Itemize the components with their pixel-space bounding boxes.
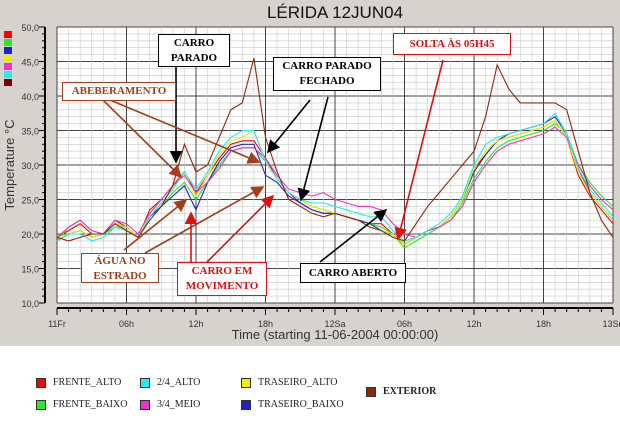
legend-label: TRASEIRO_BAIXO <box>258 399 344 410</box>
legend-label: 3/4_MEIO <box>157 399 201 410</box>
y-tick-label: 40,0 <box>21 92 39 102</box>
y-tick-label: 30,0 <box>21 161 39 171</box>
annotation-arrow <box>109 99 261 164</box>
annotation-arrow <box>319 209 388 263</box>
annotation-text: FECHADO <box>299 75 355 87</box>
x-tick-label: 12Sa <box>324 319 345 329</box>
x-tick-label: 12h <box>188 319 203 329</box>
annotation-text: CARRO ABERTO <box>308 266 398 279</box>
legend-label: EXTERIOR <box>383 386 437 397</box>
legend-label: FRENTE_ALTO <box>53 377 122 388</box>
channel-color-swatch <box>4 55 12 62</box>
channel-color-swatch <box>4 39 12 46</box>
annotation-text: SOLTA ÀS 05H45 <box>409 37 495 50</box>
annotation-text: ÁGUA NO <box>94 255 146 267</box>
legend-swatch <box>36 400 46 410</box>
x-tick-label: 18h <box>258 319 273 329</box>
annotation-text: CARRO EM <box>191 265 253 277</box>
legend-swatch <box>36 378 46 388</box>
annotation-abeberamento: ABEBERAMENTO <box>62 82 176 101</box>
annotation-arrow <box>266 99 311 154</box>
annotation-arrow <box>394 59 444 241</box>
series-line-3-4-meio <box>56 126 614 238</box>
y-tick-label: 50,0 <box>21 23 39 33</box>
temperature-chart: 50,0 45,0 40,0 35,0 30,0 25,0 20,0 15,0 10,0 11Fr… <box>2 3 620 342</box>
annotation-text: ABEBERAMENTO <box>71 85 167 97</box>
annotation-arrow <box>123 198 188 251</box>
legend-swatch <box>140 378 150 388</box>
x-tick-label: 11Fr <box>48 319 66 329</box>
annotation-carro-em-movimento: CARRO EM MOVIMENTO <box>177 262 267 296</box>
legend-swatch <box>241 400 251 410</box>
legend-label: FRENTE_BAIXO <box>53 399 128 410</box>
annotation-solta: SOLTA ÀS 05H45 <box>393 33 511 55</box>
channel-color-swatch <box>4 79 12 86</box>
y-tick-label: 15,0 <box>21 265 39 275</box>
annotation-text: ESTRADO <box>93 270 147 282</box>
x-tick-label: 18h <box>536 319 551 329</box>
legend-swatch <box>366 387 376 397</box>
y-tick-label: 35,0 <box>21 127 39 137</box>
chart-title: LÉRIDA 12JUN04 <box>267 3 403 22</box>
x-tick-label: 06h <box>397 319 412 329</box>
legend-label: TRASEIRO_ALTO <box>258 377 338 388</box>
annotation-carro-parado-fechado: CARRO PARADO FECHADO <box>273 57 381 91</box>
legend-swatch <box>140 400 150 410</box>
x-axis-label: Time (starting 11-06-2004 00:00:00) <box>232 327 439 342</box>
series-line-2-4-alto <box>56 112 614 242</box>
series-line-exterior <box>56 57 614 242</box>
annotation-carro-aberto: CARRO ABERTO <box>300 263 406 283</box>
legend-swatch <box>241 378 251 388</box>
annotation-text: CARRO PARADO <box>282 60 372 72</box>
y-tick-label: 20,0 <box>21 230 39 240</box>
channel-color-swatch <box>4 47 12 54</box>
annotation-arrow <box>144 186 265 254</box>
annotation-carro-parado: CARRO PARADO <box>158 34 230 67</box>
x-tick-label: 12h <box>466 319 481 329</box>
annotation-text: CARRO <box>173 36 215 49</box>
legend-label: 2/4_ALTO <box>157 377 201 388</box>
x-tick-label: 13Su <box>602 319 620 329</box>
y-tick-label: 25,0 <box>21 196 39 206</box>
x-tick-label: 06h <box>119 319 134 329</box>
channel-color-swatch <box>4 71 12 78</box>
y-tick-label: 10,0 <box>21 299 39 309</box>
annotation-arrow <box>297 96 329 202</box>
y-tick-label: 45,0 <box>21 58 39 68</box>
annotation-arrow <box>206 194 275 263</box>
annotation-text: PARADO <box>170 51 218 64</box>
channel-color-swatch <box>4 31 12 38</box>
y-axis-label: Temperature °C <box>2 119 17 210</box>
annotation-arrow <box>102 99 183 179</box>
annotation-agua-no-estrado: ÁGUA NO ESTRADO <box>81 253 159 283</box>
annotation-text: MOVIMENTO <box>185 280 259 292</box>
channel-color-swatch <box>4 63 12 70</box>
